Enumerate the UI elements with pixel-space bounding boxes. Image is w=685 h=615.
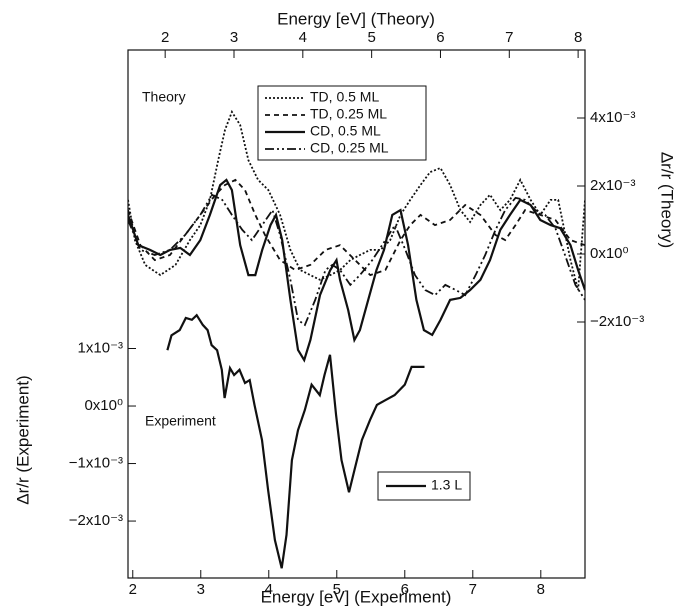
y-axis-label: Δr/r (Experiment)	[13, 375, 32, 504]
annotation: Experiment	[145, 413, 216, 429]
y-tick-label: −1x10⁻³	[69, 455, 123, 472]
x-tick-label: 4	[265, 581, 273, 598]
legend-label: CD, 0.25 ML	[310, 140, 389, 156]
x-tick-label: 8	[537, 581, 545, 598]
x2-tick-label: 6	[436, 29, 444, 46]
legend-label: 1.3 L	[431, 477, 462, 493]
x2-axis-label: Energy [eV] (Theory)	[277, 9, 435, 28]
x2-tick-label: 3	[230, 29, 238, 46]
x2-tick-label: 5	[367, 29, 375, 46]
legend-label: CD, 0.5 ML	[310, 123, 381, 139]
legend-label: TD, 0.25 ML	[310, 106, 387, 122]
x-tick-label: 2	[129, 581, 137, 598]
y2-tick-label: 0x10⁰	[590, 245, 629, 262]
x-tick-label: 7	[469, 581, 477, 598]
x-axis-label: Energy [eV] (Experiment)	[261, 587, 452, 606]
x2-tick-label: 7	[505, 29, 513, 46]
x-tick-label: 6	[401, 581, 409, 598]
y-tick-label: −2x10⁻³	[69, 512, 123, 529]
y2-tick-label: 2x10⁻³	[590, 177, 635, 194]
x2-tick-label: 2	[161, 29, 169, 46]
y2-tick-label: 4x10⁻³	[590, 109, 635, 126]
series-line	[166, 313, 425, 569]
plot-frame	[127, 49, 586, 579]
x-tick-label: 3	[197, 581, 205, 598]
series-line	[128, 109, 585, 291]
x-tick-label: 5	[333, 581, 341, 598]
x2-tick-label: 8	[574, 29, 582, 46]
y-tick-label: 1x10⁻³	[78, 339, 123, 356]
series-line	[128, 178, 585, 277]
y2-tick-label: −2x10⁻³	[590, 313, 644, 330]
legend-label: TD, 0.5 ML	[310, 89, 379, 105]
y-tick-label: 0x10⁰	[84, 397, 123, 414]
series-line	[128, 193, 585, 327]
y2-axis-label: Δr/r (Theory)	[658, 152, 677, 248]
annotation: Theory	[142, 89, 186, 105]
x2-tick-label: 4	[299, 29, 307, 46]
series-line	[128, 178, 585, 363]
